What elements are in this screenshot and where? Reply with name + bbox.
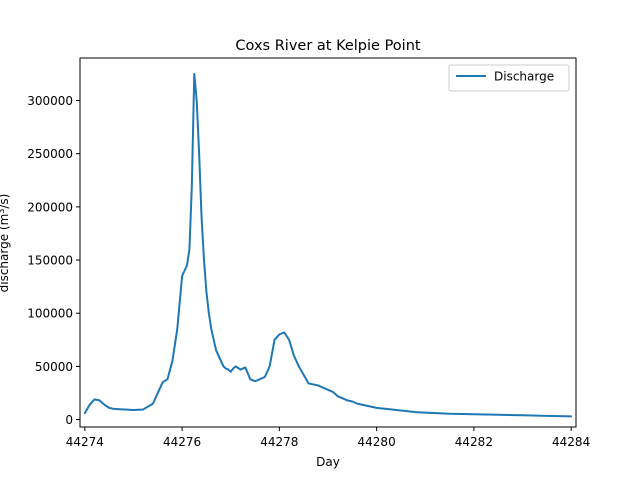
- x-tick-label-4: 44282: [455, 435, 493, 449]
- legend-box: [448, 64, 570, 92]
- y-axis-label-text: discharge (m3/s): [0, 194, 11, 293]
- y-tick-label-1: 50000: [35, 360, 73, 374]
- axes-frame: [79, 57, 577, 428]
- y-tick-label-3: 150000: [27, 254, 73, 268]
- x-tick-label-0: 44274: [66, 435, 104, 449]
- y-tick-label-0: 0: [65, 413, 73, 427]
- y-axis-label-superscript: 3: [0, 209, 6, 214]
- y-tick-label-4: 200000: [27, 200, 73, 214]
- y-tick-label-5: 250000: [27, 147, 73, 161]
- series-line-discharge: [83, 72, 573, 418]
- x-axis-label: Day: [316, 455, 340, 469]
- x-tick-label-2: 44278: [260, 435, 298, 449]
- plot-area: 44274 44276 44278 44280 44282 44284 0 50000 1000…: [27, 72, 590, 449]
- y-tick-label-6: 300000: [27, 94, 73, 108]
- y-axis-label: discharge (m3/s): [0, 194, 11, 293]
- x-tick-label-1: 44276: [163, 435, 201, 449]
- x-tick-label-5: 44284: [552, 435, 590, 449]
- y-tick-label-2: 100000: [27, 307, 73, 321]
- legend-label-discharge: Discharge: [494, 70, 554, 84]
- x-tick-label-3: 44280: [358, 435, 396, 449]
- chart-title: Coxs River at Kelpie Point: [235, 38, 420, 54]
- legend: Discharge: [448, 64, 570, 92]
